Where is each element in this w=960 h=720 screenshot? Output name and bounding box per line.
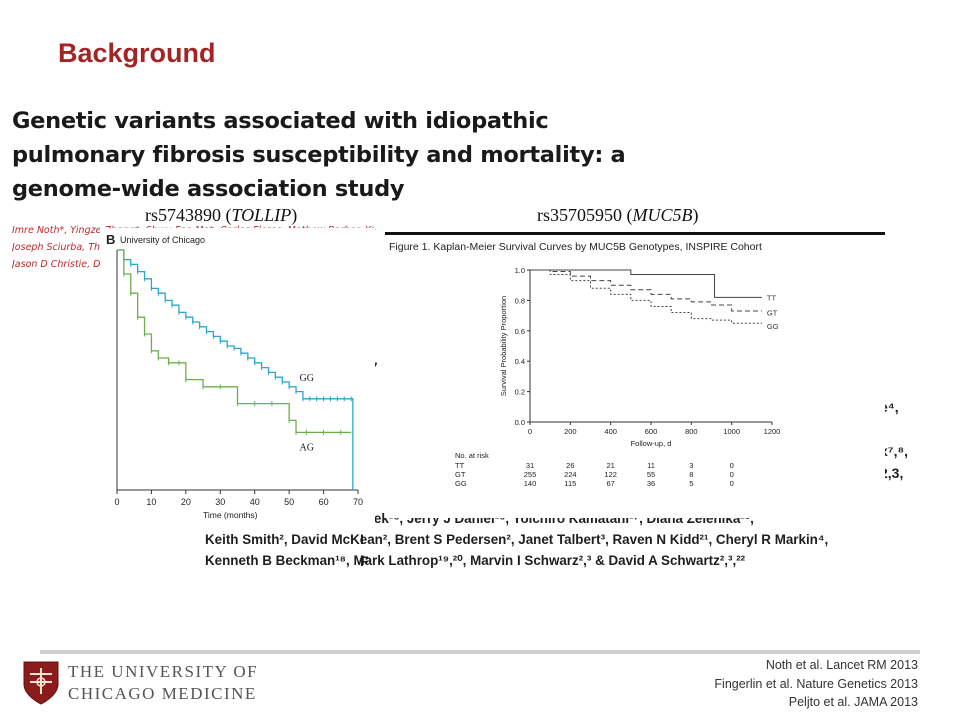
risk-cell: 224 bbox=[564, 470, 577, 479]
series-line-gg bbox=[530, 269, 762, 324]
institution-label: University of Chicago bbox=[120, 235, 205, 245]
figure-top-rule bbox=[385, 232, 885, 235]
risk-table-header: No. at risk bbox=[455, 451, 489, 460]
risk-cell: 140 bbox=[524, 479, 537, 488]
series-label-gg: GG bbox=[767, 322, 779, 331]
tollip-label: rs5743890 (TOLLIP) bbox=[145, 205, 298, 225]
university-name-line2: CHICAGO MEDICINE bbox=[68, 684, 257, 703]
x-tick-label: 1200 bbox=[764, 427, 781, 436]
risk-cell: 0 bbox=[730, 479, 734, 488]
series-group: GG AG bbox=[117, 249, 354, 490]
risk-cell: 3 bbox=[689, 461, 693, 470]
x-axis-label: Follow-up, d bbox=[631, 439, 672, 448]
y-axis-label: Survival Probability Proportion bbox=[499, 296, 508, 396]
series-line-gt bbox=[530, 269, 762, 312]
x-tick-label: 0 bbox=[114, 497, 119, 507]
risk-cell: 0 bbox=[730, 461, 734, 470]
x-tick-label: 40 bbox=[250, 497, 260, 507]
x-tick-label: 0 bbox=[528, 427, 532, 436]
fragment: x⁷,⁸, bbox=[880, 443, 908, 459]
reference: Fingerlin et al. Nature Genetics 2013 bbox=[714, 676, 918, 691]
author-line: Jason D Christie, Da bbox=[12, 259, 107, 270]
x-tick-label: 70 bbox=[353, 497, 363, 507]
risk-cell: 11 bbox=[647, 461, 655, 470]
muc5b-label: rs35705950 (MUC5B) bbox=[537, 205, 699, 225]
risk-cell: 5 bbox=[689, 479, 693, 488]
slide-title: Background bbox=[58, 38, 216, 68]
x-axis-label: Time (months) bbox=[203, 510, 258, 520]
risk-cell: 55 bbox=[647, 470, 655, 479]
references: Noth et al. Lancet RM 2013 Fingerlin et … bbox=[714, 656, 918, 712]
series-line-ag bbox=[117, 249, 352, 434]
risk-cell: 31 bbox=[526, 461, 534, 470]
risk-cell: 8 bbox=[689, 470, 693, 479]
x-tick-label: 10 bbox=[146, 497, 156, 507]
x-tick-label: 50 bbox=[284, 497, 294, 507]
figure-title: Figure 1. Kaplan-Meier Survival Curves b… bbox=[389, 241, 762, 253]
x-tick-label: 400 bbox=[604, 427, 617, 436]
risk-cell: 36 bbox=[647, 479, 655, 488]
tollip-km-svg: B University of Chicago 0 10 20 30 40 50 60 70 … bbox=[106, 232, 363, 520]
series-line-gg bbox=[117, 249, 354, 490]
x-tick-label: 1000 bbox=[723, 427, 740, 436]
footer-divider bbox=[40, 650, 920, 654]
risk-row-label: GT bbox=[455, 470, 466, 479]
author-line: Joseph Sciurba, Tho bbox=[12, 242, 106, 253]
series-label-gg: GG bbox=[299, 373, 313, 384]
muc5b-km-svg: Figure 1. Kaplan-Meier Survival Curves b… bbox=[385, 232, 885, 488]
x-tick-label: 20 bbox=[181, 497, 191, 507]
risk-cell: 26 bbox=[566, 461, 574, 470]
axes: 0 10 20 30 40 50 60 70 bbox=[114, 250, 363, 507]
author-line: Keith Smith², David McKean², Brent S Ped… bbox=[205, 532, 829, 547]
risk-cell: 115 bbox=[564, 479, 576, 488]
y-tick-label: 1.0 bbox=[515, 266, 525, 275]
series-label-ag: AG bbox=[299, 442, 313, 453]
x-tick-label: 60 bbox=[319, 497, 329, 507]
risk-row-label: GG bbox=[455, 479, 467, 488]
series-group: TT GT GG bbox=[530, 269, 779, 331]
risk-cell: 0 bbox=[730, 470, 734, 479]
reference: Peljto et al. JAMA 2013 bbox=[788, 695, 918, 709]
y-tick-label: 0.8 bbox=[515, 296, 525, 305]
paper-title: Genetic variants associated with idiopat… bbox=[12, 108, 626, 202]
risk-cell: 122 bbox=[604, 470, 617, 479]
series-label-tt: TT bbox=[767, 293, 777, 302]
y-tick-label: 0.6 bbox=[515, 327, 525, 336]
risk-cell: 67 bbox=[606, 479, 614, 488]
muc5b-km-chart: Figure 1. Kaplan-Meier Survival Curves b… bbox=[385, 228, 885, 518]
y-tick-label: 0.4 bbox=[515, 357, 525, 366]
x-tick-label: 200 bbox=[564, 427, 577, 436]
reference: Noth et al. Lancet RM 2013 bbox=[765, 658, 918, 672]
university-shield-icon bbox=[22, 660, 60, 710]
risk-cell: 255 bbox=[524, 470, 537, 479]
risk-row-label: TT bbox=[455, 461, 465, 470]
author-line: Kenneth B Beckman¹⁸, Mark Lathrop¹⁹,²⁰, … bbox=[205, 553, 746, 568]
y-tick-label: 0.2 bbox=[515, 388, 525, 397]
fragment: I bbox=[360, 531, 364, 547]
series-line-tt bbox=[530, 269, 762, 298]
axes: 0 200 400 600 800 1000 1200 0.0 0.2 0.4 0.6 0.8 1.0 F… bbox=[499, 266, 780, 448]
x-tick-label: 800 bbox=[685, 427, 698, 436]
x-tick-label: 30 bbox=[215, 497, 225, 507]
panel-label: B bbox=[106, 232, 115, 247]
tollip-km-chart: B University of Chicago 0 10 20 30 40 50 60 70 … bbox=[100, 228, 375, 528]
fragment: F bbox=[360, 553, 369, 569]
fragment: 2,3, bbox=[880, 465, 904, 481]
university-name-line1: THE UNIVERSITY OF bbox=[68, 662, 259, 681]
series-label-gt: GT bbox=[767, 309, 778, 318]
y-tick-label: 0.0 bbox=[515, 418, 525, 427]
risk-cell: 21 bbox=[606, 461, 614, 470]
x-tick-label: 600 bbox=[645, 427, 658, 436]
